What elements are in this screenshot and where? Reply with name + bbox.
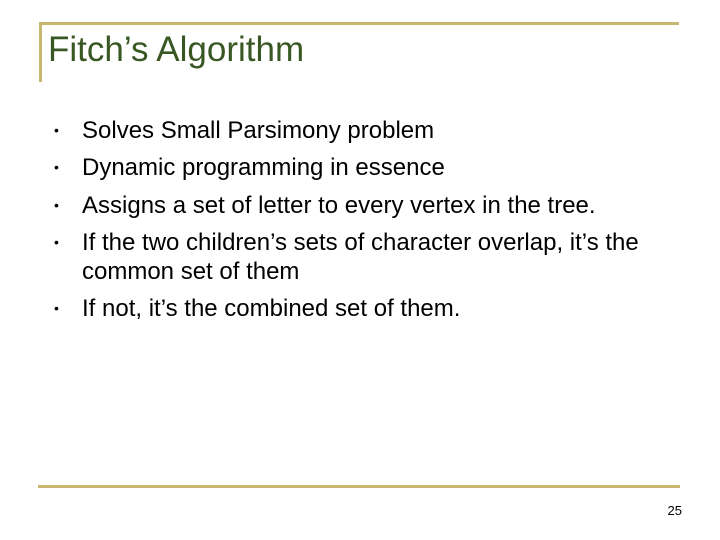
- bullet-text: Dynamic programming in essence: [82, 154, 445, 181]
- bullet-text: Assigns a set of letter to every vertex …: [82, 192, 596, 219]
- footer-rule: [38, 485, 680, 488]
- list-item: Dynamic programming in essence: [48, 153, 668, 182]
- list-item: Assigns a set of letter to every vertex …: [48, 191, 668, 220]
- bullet-text: If not, it’s the combined set of them.: [82, 295, 460, 322]
- slide-title: Fitch’s Algorithm: [48, 30, 304, 70]
- page-number: 25: [668, 503, 682, 518]
- bullet-list: Solves Small Parsimony problem Dynamic p…: [48, 116, 668, 332]
- list-item: If not, it’s the combined set of them.: [48, 294, 668, 323]
- slide: Fitch’s Algorithm Solves Small Parsimony…: [0, 0, 720, 540]
- title-rule-top: [39, 22, 679, 25]
- list-item: Solves Small Parsimony problem: [48, 116, 668, 145]
- title-rule-left: [39, 22, 42, 82]
- list-item: If the two children’s sets of character …: [48, 228, 668, 287]
- bullet-text: If the two children’s sets of character …: [82, 229, 639, 285]
- bullet-text: Solves Small Parsimony problem: [82, 117, 434, 144]
